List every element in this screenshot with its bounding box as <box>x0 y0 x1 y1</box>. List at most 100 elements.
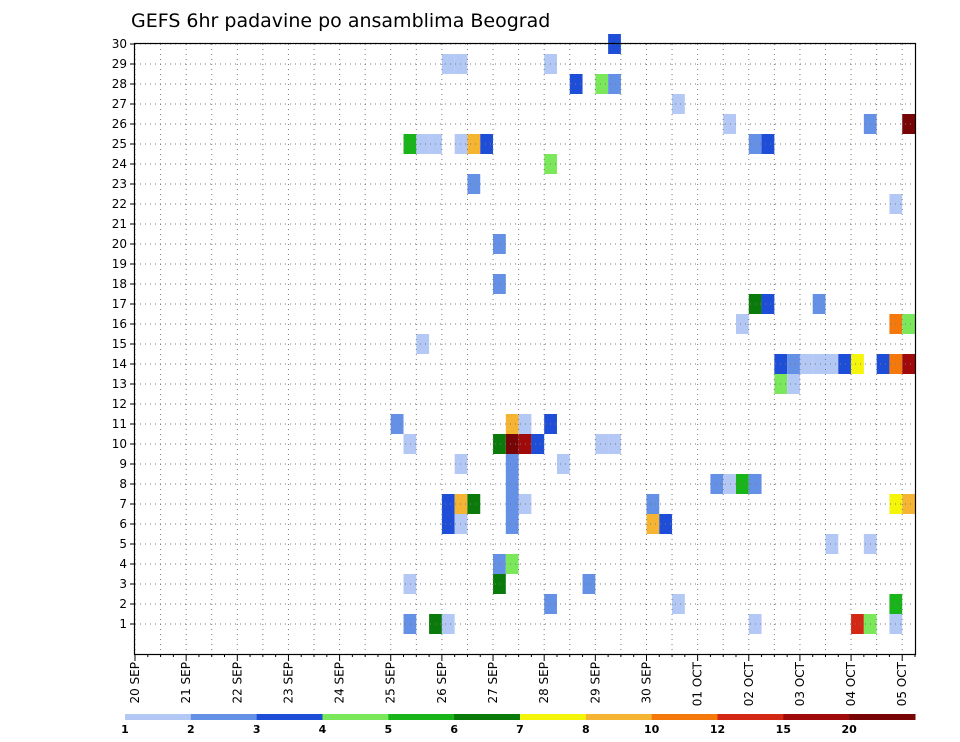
heatmap-cell <box>454 54 468 74</box>
colorbar-swatch <box>190 714 258 720</box>
colorbar-swatch <box>651 714 718 720</box>
heatmap-cell <box>454 454 468 474</box>
x-tick-label: 29 SEP <box>588 662 602 704</box>
heatmap-cell <box>902 314 915 334</box>
heatmap-cell <box>672 594 685 614</box>
heatmap-cell <box>531 434 545 454</box>
y-tick-label: 9 <box>119 457 127 471</box>
heatmap-cell <box>608 74 621 94</box>
colorbar-label: 8 <box>582 723 590 736</box>
colorbar-swatch <box>783 714 850 720</box>
colorbar-label: 6 <box>450 723 458 736</box>
heatmap-cell <box>608 434 621 454</box>
chart-title: GEFS 6hr padavine po ansamblima Beograd <box>131 10 550 32</box>
heatmap-cells <box>390 34 915 634</box>
x-tick-label: 30 SEP <box>639 662 653 704</box>
heatmap-cell <box>493 574 506 594</box>
colorbar-swatch <box>585 714 653 720</box>
y-tick-label: 26 <box>112 117 127 131</box>
y-tick-label: 11 <box>112 417 127 431</box>
heatmap-cell <box>595 434 609 454</box>
colorbar-label: 7 <box>516 723 524 736</box>
heatmap-cell <box>876 354 890 374</box>
x-axis: 20 SEP 21 SEP 22 SEP 23 SEP 24 SEP 25 SEP 26 S… <box>128 654 916 706</box>
x-tick-label: 28 SEP <box>537 662 551 704</box>
colorbar-label: 4 <box>319 723 327 736</box>
heatmap-cell <box>505 554 519 574</box>
heatmap-cell <box>761 134 775 154</box>
y-tick-label: 30 <box>112 37 127 51</box>
y-tick-label: 3 <box>119 577 127 591</box>
heatmap-cell <box>735 474 749 494</box>
heatmap-cell <box>505 414 519 434</box>
y-tick-label: 27 <box>112 97 127 111</box>
y-tick-label: 24 <box>112 157 127 171</box>
y-tick-label: 12 <box>112 397 127 411</box>
y-tick-label: 18 <box>112 277 127 291</box>
y-tick-label: 29 <box>112 57 127 71</box>
heatmap-cell <box>787 374 800 394</box>
x-tick-label: 25 SEP <box>384 662 398 704</box>
y-tick-label: 8 <box>119 477 127 491</box>
heatmap-cell <box>735 314 749 334</box>
y-tick-label: 16 <box>112 317 127 331</box>
y-tick-label: 22 <box>112 197 127 211</box>
heatmap-cell <box>812 354 826 374</box>
colorbar-label: 5 <box>385 723 393 736</box>
heatmap-cell <box>556 454 570 474</box>
x-tick-label: 24 SEP <box>333 662 347 704</box>
heatmap-cell <box>493 434 506 454</box>
colorbar-swatch <box>125 714 192 720</box>
colorbar: 1 2 3 4 5 6 7 8 10 12 15 20 <box>121 714 916 736</box>
y-tick-label: 13 <box>112 377 127 391</box>
heatmap-cell <box>493 554 506 574</box>
colorbar-swatch <box>388 714 455 720</box>
colorbar-label: 2 <box>187 723 195 736</box>
heatmap-cell <box>505 494 519 514</box>
y-tick-label: 6 <box>119 517 127 531</box>
y-tick-label: 15 <box>112 337 127 351</box>
heatmap-cell <box>403 614 417 634</box>
colorbar-label: 12 <box>710 723 725 736</box>
colorbar-label: 1 <box>121 723 129 736</box>
heatmap-cell <box>787 354 800 374</box>
heatmap-cell <box>799 354 813 374</box>
y-tick-label: 2 <box>119 597 127 611</box>
y-tick-label: 23 <box>112 177 127 191</box>
colorbar-swatch <box>256 714 323 720</box>
y-tick-label: 21 <box>112 217 127 231</box>
heatmap-cell <box>812 294 826 314</box>
heatmap-cell <box>710 474 724 494</box>
x-tick-label: 26 SEP <box>435 662 449 704</box>
heatmap-cell <box>723 474 736 494</box>
colorbar-swatch <box>717 714 784 720</box>
heatmap-cell <box>646 514 660 534</box>
heatmap-cell <box>582 574 596 594</box>
heatmap-cell <box>595 74 609 94</box>
heatmap-cell <box>723 114 736 134</box>
x-tick-label: 21 SEP <box>179 662 193 704</box>
colorbar-swatch <box>454 714 521 720</box>
heatmap-cell <box>467 174 481 194</box>
heatmap-cell <box>441 514 455 534</box>
heatmap-cell <box>441 54 455 74</box>
plot-frame <box>133 42 917 656</box>
heatmap-cell <box>569 74 583 94</box>
y-tick-label: 19 <box>112 257 127 271</box>
y-tick-label: 5 <box>119 537 127 551</box>
heatmap-cell <box>403 574 417 594</box>
heatmap-cell <box>467 494 481 514</box>
colorbar-swatch <box>322 714 389 720</box>
heatmap-cell <box>505 514 519 534</box>
heatmap-cell <box>441 494 455 514</box>
y-tick-label: 28 <box>112 77 127 91</box>
heatmap-cell <box>493 234 506 254</box>
heatmap-cell <box>761 294 775 314</box>
heatmap-cell <box>902 494 915 514</box>
colorbar-label: 20 <box>842 723 858 736</box>
y-axis: 1234567891011121314151617181920212223242… <box>112 37 135 631</box>
heatmap-cell <box>838 354 852 374</box>
y-tick-label: 7 <box>119 497 127 511</box>
colorbar-label: 15 <box>776 723 791 736</box>
